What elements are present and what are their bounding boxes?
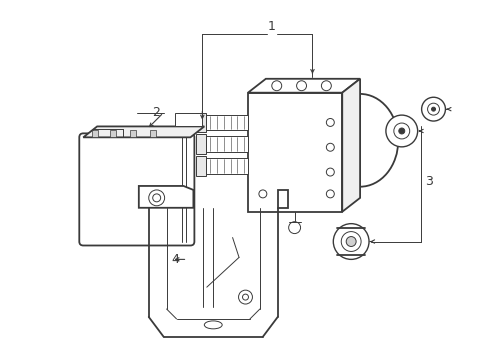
Polygon shape bbox=[277, 190, 287, 208]
Text: 2: 2 bbox=[151, 106, 159, 119]
Bar bbox=[110, 130, 116, 137]
Bar bbox=[149, 130, 155, 137]
Bar bbox=[130, 130, 136, 137]
Circle shape bbox=[325, 190, 334, 198]
Bar bbox=[196, 134, 206, 154]
Circle shape bbox=[271, 81, 281, 91]
FancyBboxPatch shape bbox=[79, 133, 194, 246]
Text: 3: 3 bbox=[424, 175, 431, 189]
Circle shape bbox=[333, 224, 368, 260]
Circle shape bbox=[325, 168, 334, 176]
Circle shape bbox=[398, 128, 404, 134]
Circle shape bbox=[148, 190, 164, 206]
Polygon shape bbox=[247, 93, 342, 212]
Ellipse shape bbox=[204, 321, 222, 329]
Circle shape bbox=[321, 81, 331, 91]
Circle shape bbox=[421, 97, 445, 121]
Circle shape bbox=[296, 81, 306, 91]
Ellipse shape bbox=[168, 193, 184, 202]
Polygon shape bbox=[83, 126, 204, 137]
Circle shape bbox=[431, 107, 435, 111]
Circle shape bbox=[258, 190, 266, 198]
Circle shape bbox=[242, 294, 248, 300]
Polygon shape bbox=[342, 79, 359, 212]
Polygon shape bbox=[139, 186, 193, 208]
Bar bbox=[92, 130, 98, 137]
Circle shape bbox=[346, 237, 355, 247]
Circle shape bbox=[152, 194, 161, 202]
Bar bbox=[206, 114, 247, 130]
Text: 4: 4 bbox=[171, 253, 179, 266]
Circle shape bbox=[427, 103, 439, 115]
Bar bbox=[196, 156, 206, 176]
Bar bbox=[196, 113, 206, 132]
Circle shape bbox=[325, 118, 334, 126]
Circle shape bbox=[238, 290, 252, 304]
Bar bbox=[206, 136, 247, 152]
Bar bbox=[206, 158, 247, 174]
Polygon shape bbox=[174, 113, 202, 126]
Text: 1: 1 bbox=[267, 20, 275, 33]
Circle shape bbox=[385, 115, 417, 147]
Circle shape bbox=[393, 123, 409, 139]
Circle shape bbox=[341, 231, 360, 251]
Circle shape bbox=[288, 222, 300, 234]
Circle shape bbox=[325, 143, 334, 151]
Polygon shape bbox=[247, 79, 359, 93]
